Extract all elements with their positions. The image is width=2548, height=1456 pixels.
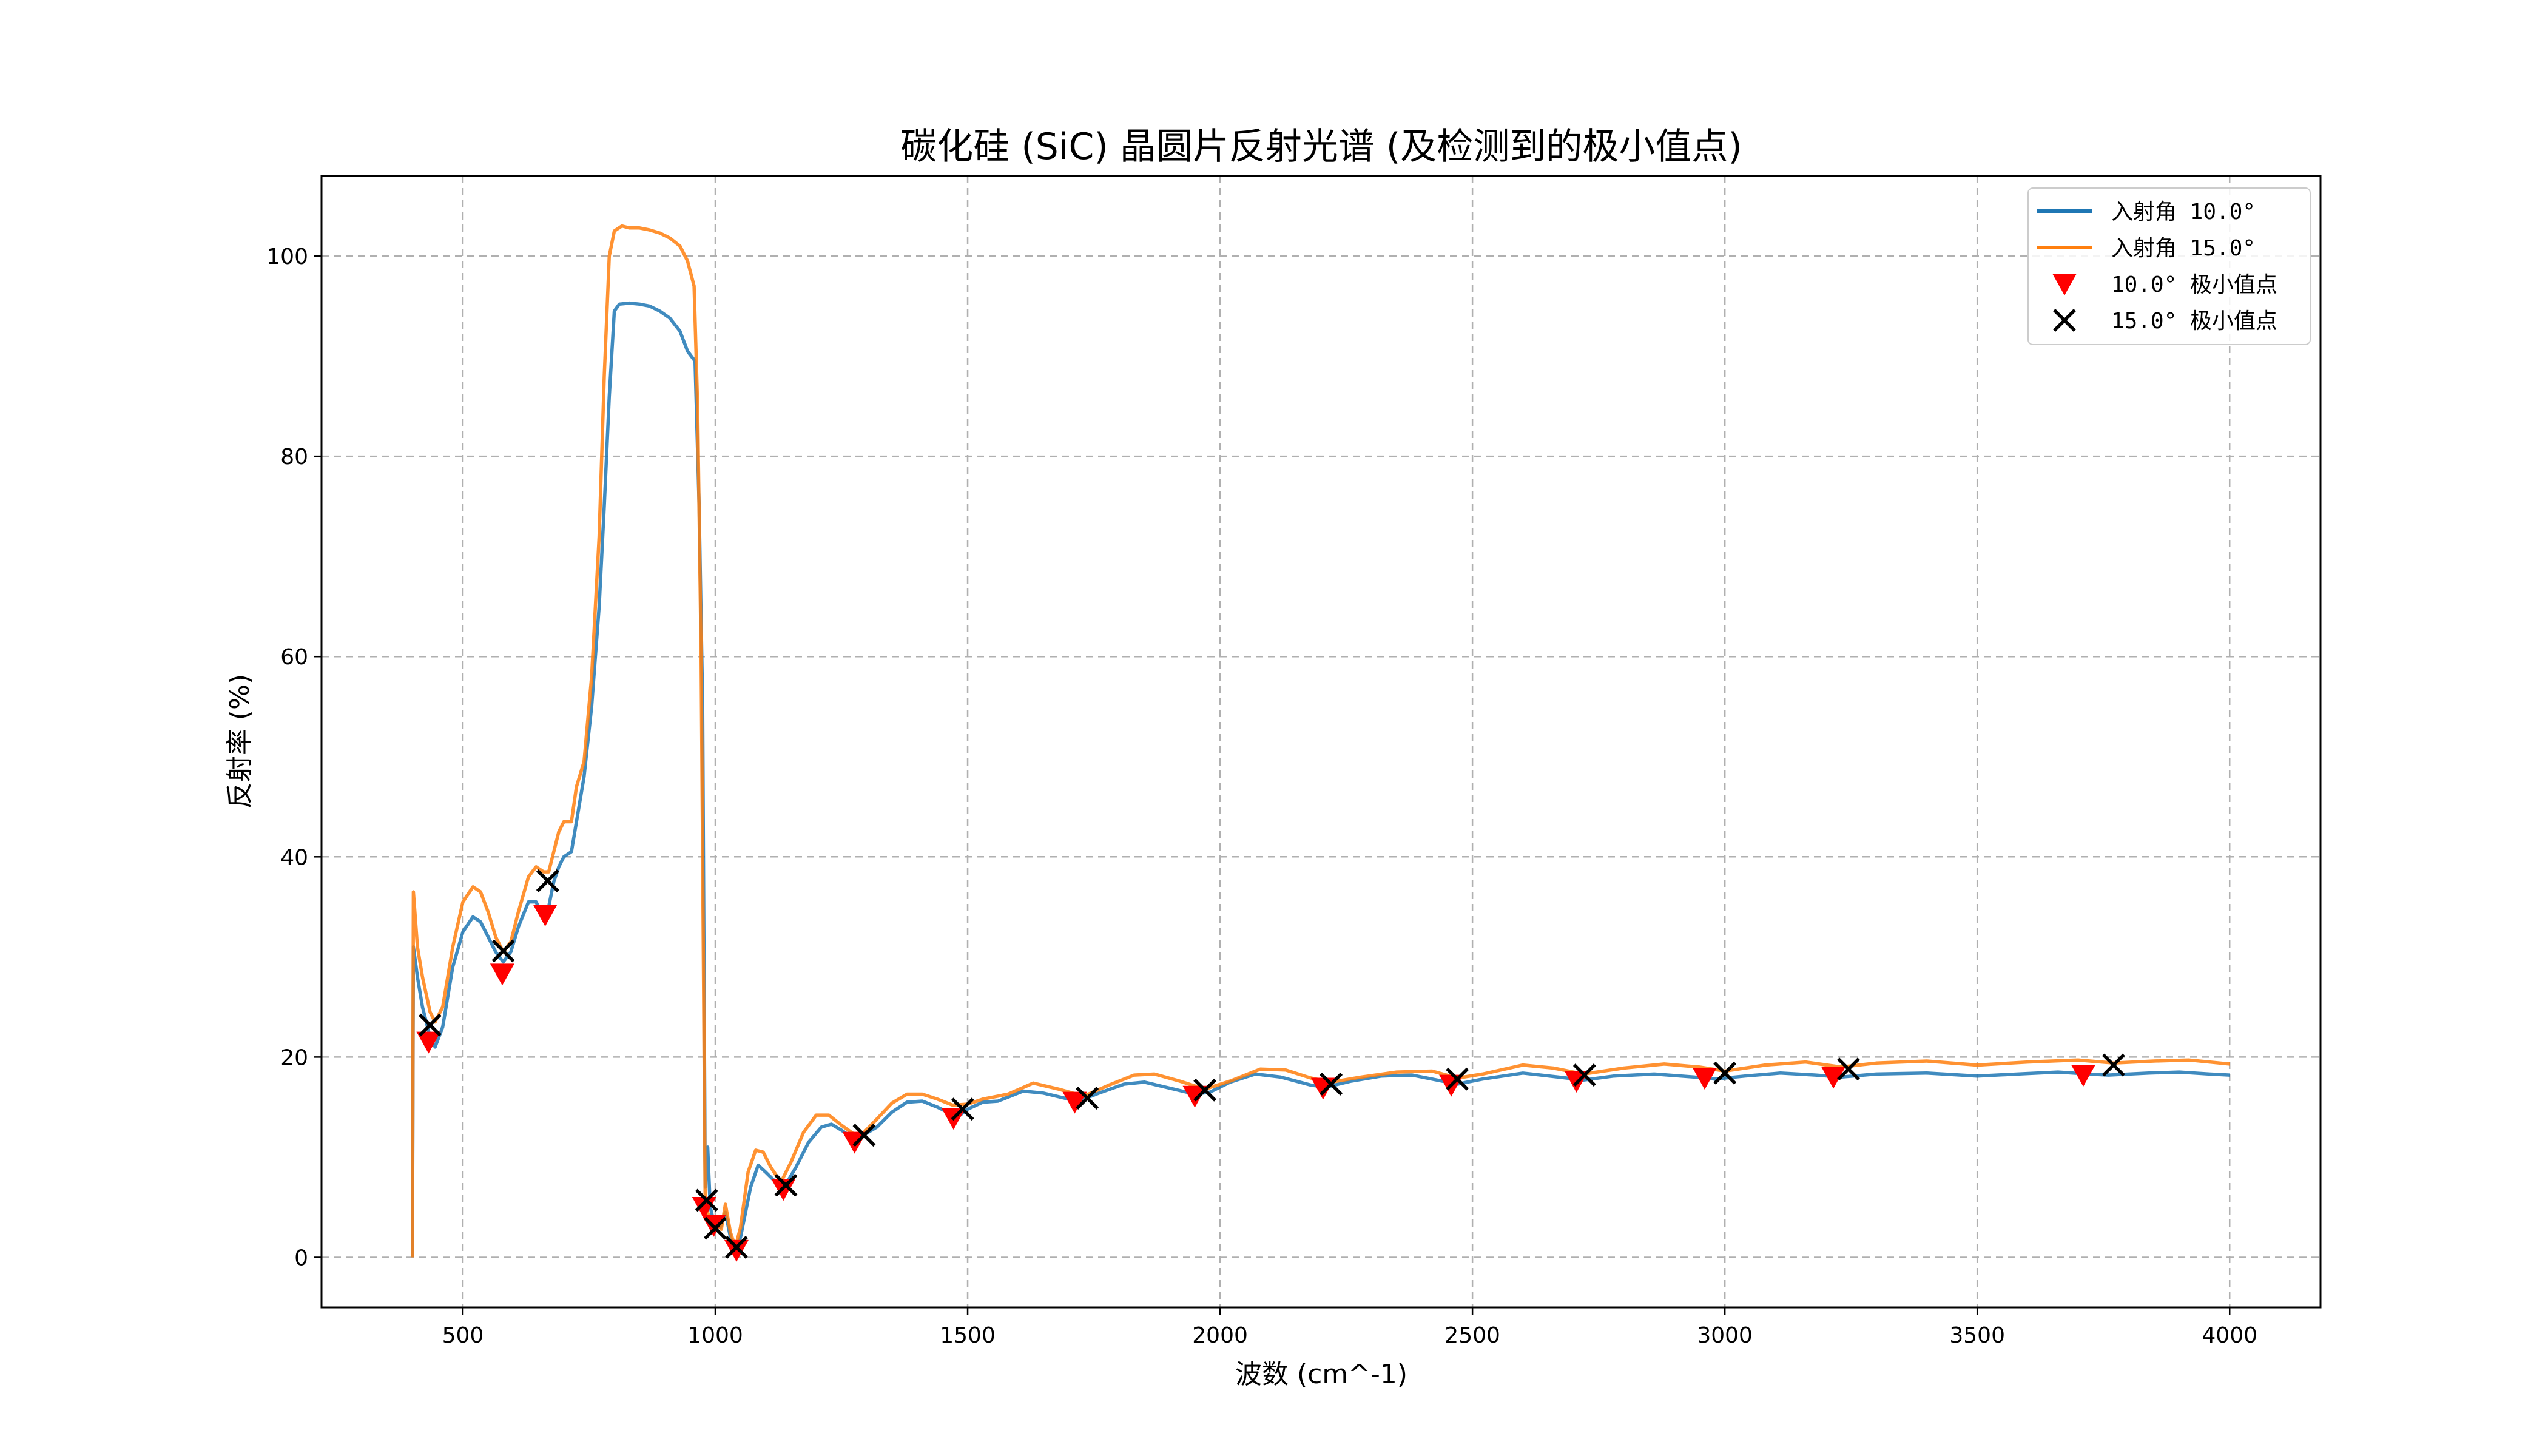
x-axis-label: 波数 (cm^-1) [1235,1359,1407,1390]
legend-label-10deg: 入射角 10.0° [2111,200,2256,224]
x-tick-label: 1500 [940,1323,996,1348]
legend-label-15deg-minima: 15.0° 极小值点 [2111,309,2277,334]
legend: 入射角 10.0° 入射角 15.0° 10.0° 极小值点 15.0° 极小值… [2028,188,2310,345]
y-tick-label: 40 [280,845,308,870]
x-tick-label: 500 [442,1323,484,1348]
chart-title: 碳化硅 (SiC) 晶圆片反射光谱 (及检测到的极小值点) [900,126,1742,168]
x-tick-label: 2500 [1444,1323,1500,1348]
y-tick-label: 100 [266,244,308,269]
x-tick-label: 1000 [687,1323,743,1348]
x-tick-label: 4000 [2202,1323,2257,1348]
y-tick-label: 20 [280,1045,308,1070]
y-tick-label: 80 [280,445,308,470]
x-tick-label: 3500 [1949,1323,2005,1348]
y-axis-label: 反射率 (%) [224,674,255,809]
y-tick-label: 60 [280,645,308,670]
legend-label-15deg: 入射角 15.0° [2111,236,2256,261]
x-tick-label: 3000 [1697,1323,1753,1348]
x-tick-label: 2000 [1192,1323,1248,1348]
y-tick-label: 0 [294,1245,308,1270]
legend-label-10deg-minima: 10.0° 极小值点 [2111,272,2277,297]
